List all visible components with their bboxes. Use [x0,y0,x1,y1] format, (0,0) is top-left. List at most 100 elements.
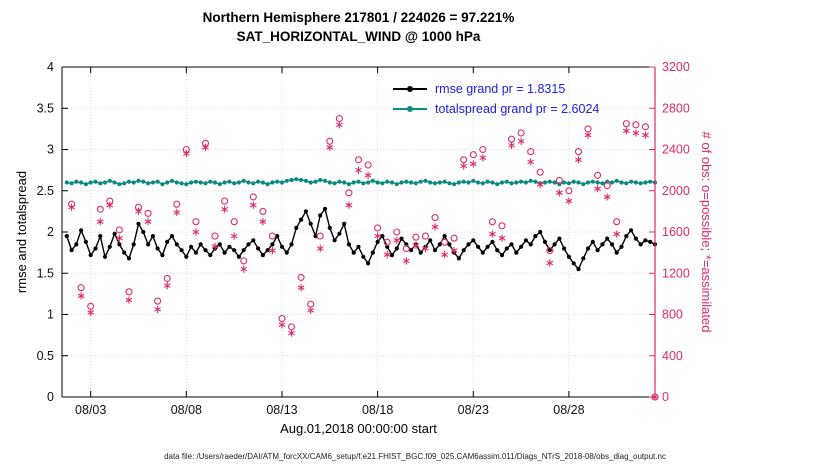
totalspread-marker [361,181,366,186]
rmse-marker [98,234,103,239]
rmse-marker [246,242,251,247]
totalspread-marker [212,180,218,185]
obs-assimilated-marker [335,121,343,129]
totalspread-marker [447,181,452,186]
rmse-marker [643,238,648,243]
totalspread-marker-icon [407,105,413,112]
rmse-marker [442,234,447,239]
rmse-marker [428,238,433,243]
rmse-marker [256,246,261,251]
totalspread-marker [399,180,404,185]
obs-possible-marker [364,161,372,169]
totalspread-marker [624,181,629,186]
rmse-marker [542,239,548,244]
rmse-marker [88,253,93,258]
rmse-marker [136,221,141,226]
obs-possible-marker [268,232,276,240]
totalspread-marker [284,178,289,183]
totalspread-marker [476,180,481,185]
legend-item-rmse: rmse grand pr = 1.8315 [393,80,599,97]
totalspread-marker [499,180,505,185]
totalspread-marker [136,178,141,183]
obs-possible-marker [230,218,238,226]
y-tick-label-right: 2800 [662,101,690,115]
obs-possible-marker [249,193,257,201]
y-tick-label-left: 3.5 [37,101,54,115]
rmse-marker [79,228,84,233]
rmse-marker [351,250,356,255]
totalspread-marker [619,180,624,185]
rmse-marker [504,246,509,251]
rmse-marker [437,242,442,247]
obs-possible-marker [469,151,477,159]
rmse-marker [83,239,88,244]
obs-assimilated-marker [316,244,324,253]
rmse-marker [74,242,79,247]
totalspread-marker [93,179,98,184]
y-tick-label-left: 0.5 [37,349,54,363]
obs-assimilated-marker [278,321,286,329]
totalspread-marker [79,180,84,185]
x-tick-label: 08/28 [553,403,584,417]
totalspread-marker [222,180,227,185]
rmse-marker [495,248,500,253]
y-tick-label-right: 800 [662,308,683,322]
rmse-marker [557,236,562,241]
rmse-marker [208,253,213,258]
obs-possible-marker [450,234,458,242]
rmse-line-sample [393,85,427,92]
obs-possible-marker [383,238,391,246]
rmse-marker [485,244,490,249]
rmse-marker [638,242,643,247]
obs-possible-marker [632,121,640,129]
legend-label-totalspread: totalspread grand pr = 2.6024 [435,101,600,116]
totalspread-marker [600,181,605,186]
rmse-marker [141,229,146,235]
rmse-marker [241,248,246,253]
obs-assimilated-marker [622,127,630,135]
obs-assimilated-marker [221,205,228,213]
obs-possible-marker [603,182,611,190]
obs-assimilated-marker [575,156,582,164]
rmse-marker [337,231,342,236]
totalspread-marker [150,180,155,185]
rmse-marker [490,239,495,244]
totalspread-marker [217,182,222,187]
totalspread-marker [83,182,88,187]
rmse-marker [385,244,390,249]
obs-assimilated-marker [249,201,257,209]
rmse-marker [313,234,318,239]
obs-possible-marker [173,200,181,208]
obs-assimilated-marker [431,223,439,231]
totalspread-marker [346,182,351,187]
obs-assimilated-marker [517,137,525,145]
totalspread-marker [232,181,237,186]
y-tick-label-right: 400 [662,349,683,363]
rmse-marker [69,248,74,253]
rmse-marker [566,254,572,259]
rmse-marker [117,242,122,247]
obs-assimilated-marker [508,141,515,149]
rmse-marker [93,246,98,251]
totalspread-marker [98,181,103,186]
totalspread-marker [179,181,184,186]
obs-possible-marker [594,171,602,179]
rmse-marker [519,244,524,249]
rmse-marker [562,246,567,251]
legend: rmse grand pr = 1.8315 totalspread grand… [393,80,599,117]
totalspread-marker [193,179,198,184]
rmse-marker [303,209,308,214]
obs-possible-marker [613,218,621,226]
obs-possible-marker [488,218,496,226]
y-axis-label-left: rmse and totalspread [14,170,29,294]
rmse-marker [165,239,170,244]
rmse-marker [571,261,576,266]
obs-possible-marker [125,288,133,296]
rmse-marker [146,242,151,247]
totalspread-marker [275,179,280,184]
obs-possible-marker [221,197,229,205]
rmse-marker [619,244,624,249]
totalspread-marker [184,182,189,187]
obs-possible-marker [259,207,267,215]
rmse-marker [624,234,629,239]
